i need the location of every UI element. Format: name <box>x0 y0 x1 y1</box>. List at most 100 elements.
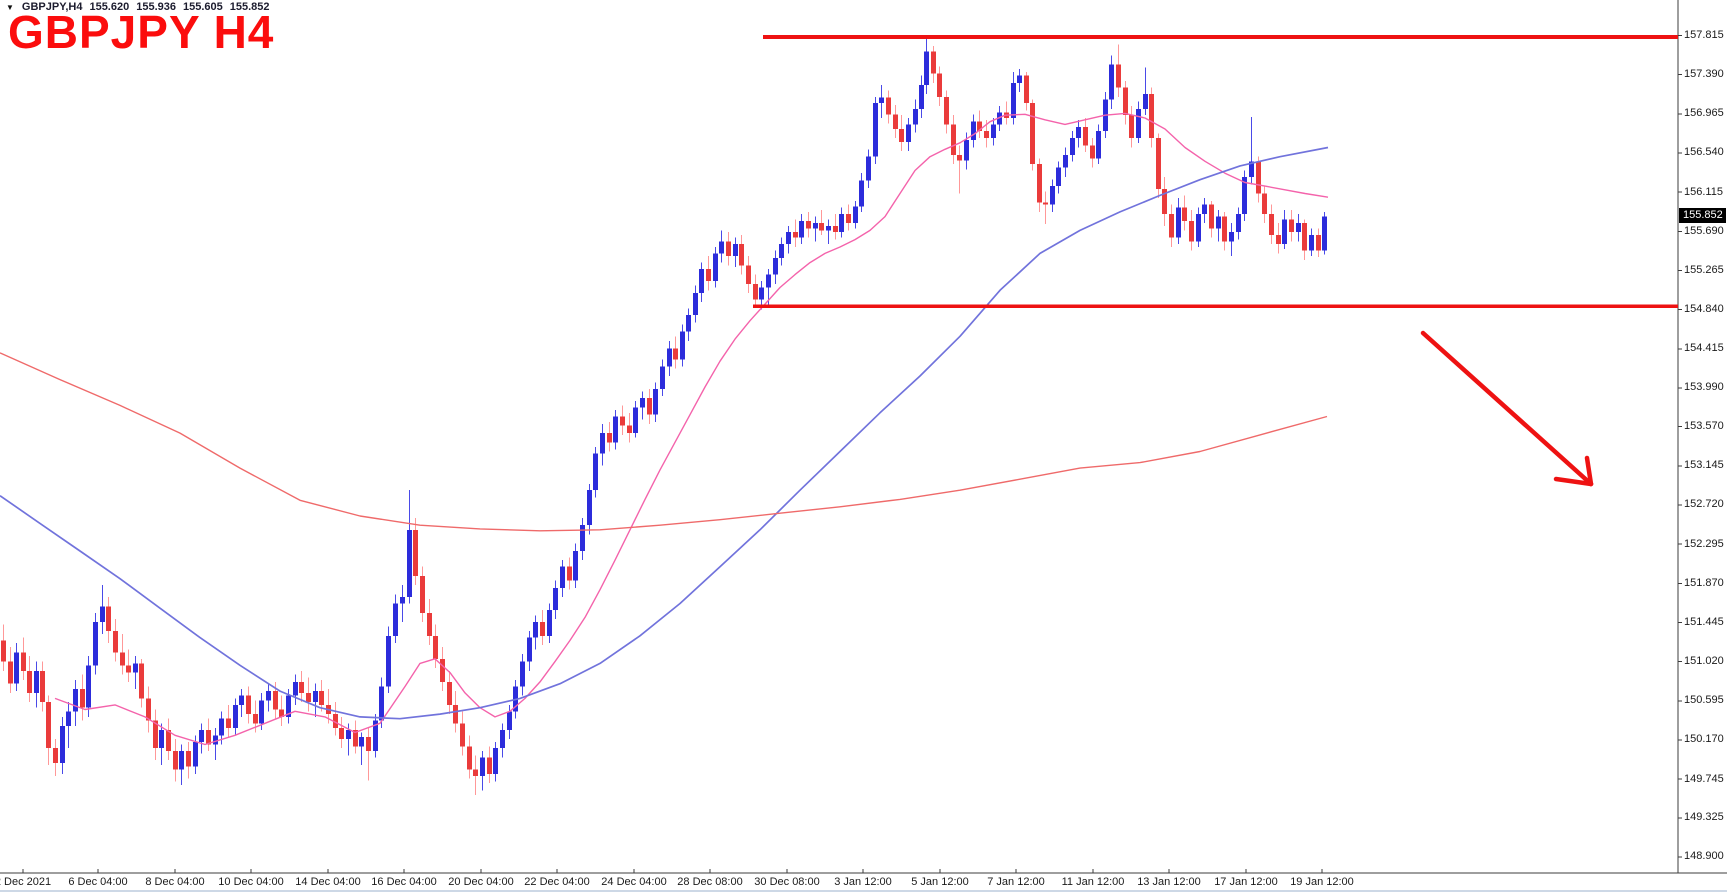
bear-candle <box>21 652 26 671</box>
bear-candle <box>1316 234 1321 251</box>
bear-candle <box>139 663 144 699</box>
price-label: 152.720 <box>1684 498 1724 511</box>
bull-candle <box>1176 207 1181 238</box>
price-label: 153.570 <box>1684 420 1724 433</box>
bull-candle <box>1143 94 1148 109</box>
ma-slow-red[interactable] <box>0 352 1328 532</box>
chart-collapse-icon[interactable]: ▼ <box>6 2 14 12</box>
chart-watermark-title: GBPJPY H4 <box>8 6 275 58</box>
bear-candle <box>1256 161 1261 194</box>
price-label: 156.965 <box>1684 107 1724 120</box>
bear-candle <box>427 612 432 636</box>
bull-candle <box>259 700 264 724</box>
bear-candle <box>833 225 838 233</box>
bear-candle <box>120 652 125 666</box>
bull-candle <box>179 750 184 770</box>
bear-candle <box>299 681 304 693</box>
bull-candle <box>613 416 618 443</box>
bear-candle <box>246 695 251 715</box>
bull-candle <box>680 331 685 360</box>
time-label: 5 Jan 12:00 <box>911 876 969 888</box>
bull-candle <box>853 206 858 224</box>
bull-candle <box>1249 161 1254 177</box>
bear-candle <box>1302 223 1307 251</box>
bear-candle <box>1083 127 1088 146</box>
bear-candle <box>173 750 178 770</box>
trend-arrow-shaft[interactable] <box>1420 330 1594 487</box>
time-label: 20 Dec 04:00 <box>448 876 514 888</box>
bull-candle <box>293 681 298 696</box>
bull-candle <box>1063 154 1068 168</box>
time-label: 10 Dec 04:00 <box>218 876 284 888</box>
bull-candle <box>653 388 658 415</box>
symbol-info-bar[interactable]: ▼ GBPJPY,H4 155.620 155.936 155.605 155.… <box>6 1 270 13</box>
bull-candle <box>159 729 164 749</box>
bull-candle <box>587 490 592 526</box>
bear-candle <box>319 691 324 705</box>
bull-candle <box>1236 213 1241 233</box>
time-label: 24 Dec 04:00 <box>601 876 667 888</box>
bear-candle <box>8 661 13 684</box>
bull-candle <box>66 711 71 727</box>
bear-candle <box>113 631 118 653</box>
bear-candle <box>487 757 492 775</box>
time-label: 13 Jan 12:00 <box>1137 876 1201 888</box>
bear-candle <box>467 746 472 770</box>
bull-candle <box>1070 138 1075 155</box>
bear-candle <box>279 709 284 717</box>
bull-candle <box>964 140 969 161</box>
ohlc-open: 155.620 <box>89 1 130 13</box>
bull-candle <box>699 269 704 294</box>
ma-fast-pink[interactable] <box>54 112 1329 746</box>
bear-candle <box>739 244 744 266</box>
bear-candle <box>977 121 982 131</box>
bear-candle <box>944 96 949 125</box>
price-label: 155.690 <box>1684 224 1724 237</box>
bear-candle <box>1162 188 1167 214</box>
bear-candle <box>984 130 989 139</box>
ohlc-high: 155.936 <box>136 1 176 13</box>
bull-candle <box>1109 64 1114 100</box>
price-label: 156.115 <box>1684 185 1723 198</box>
bull-candle <box>866 156 871 181</box>
bull-candle <box>533 621 538 638</box>
bull-candle <box>919 84 924 109</box>
bear-candle <box>1129 115 1134 139</box>
bull-candle <box>813 223 818 229</box>
bear-candle <box>1 640 6 662</box>
bull-candle <box>1296 223 1301 233</box>
bull-candle <box>359 737 364 747</box>
bull-candle <box>713 253 718 282</box>
bull-candle <box>520 661 525 687</box>
price-label: 151.870 <box>1684 576 1724 589</box>
bear-candle <box>447 681 452 705</box>
bear-candle <box>899 129 904 142</box>
time-label: 11 Jan 12:00 <box>1061 876 1125 888</box>
bull-candle <box>786 232 791 245</box>
bear-candle <box>951 124 956 155</box>
ma-mid-blue[interactable] <box>0 146 1329 720</box>
price-label: 152.295 <box>1684 537 1724 550</box>
bear-candle <box>473 769 478 776</box>
bull-candle <box>1282 219 1287 245</box>
bull-candle <box>600 433 605 454</box>
bear-candle <box>793 232 798 238</box>
bull-candle <box>971 121 976 141</box>
bull-candle <box>133 663 138 673</box>
price-label: 151.445 <box>1684 615 1724 628</box>
time-label: 30 Dec 08:00 <box>754 876 820 888</box>
bull-candle <box>1136 108 1141 139</box>
window-bottom-edge <box>0 890 1727 892</box>
bear-candle <box>153 720 158 749</box>
bear-candle <box>706 269 711 282</box>
bear-candle <box>1090 145 1095 159</box>
bear-candle <box>846 213 851 224</box>
bull-candle <box>346 729 351 739</box>
bear-candle <box>1289 219 1294 233</box>
bear-candle <box>647 398 652 415</box>
price-label: 157.390 <box>1684 68 1724 81</box>
bear-candle <box>1156 138 1161 189</box>
bull-candle <box>873 103 878 157</box>
